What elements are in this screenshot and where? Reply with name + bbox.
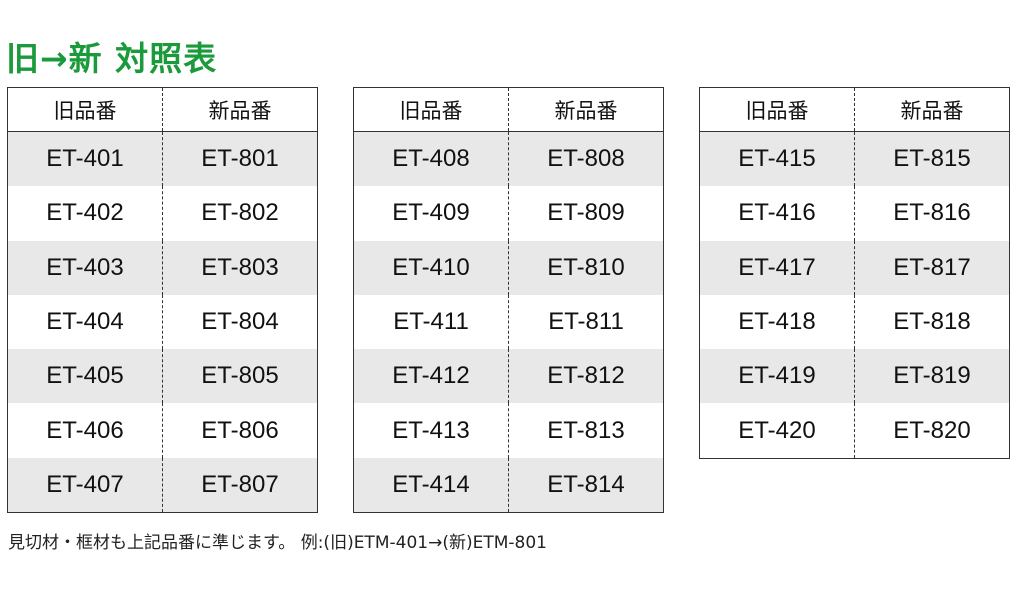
table-row: ET-414 ET-814 — [354, 457, 663, 513]
old-part-number: ET-402 — [8, 186, 163, 241]
comparison-table: 旧品番 新品番 ET-401 ET-801 ET-402 ET-802 ET-403 ET-8… — [7, 87, 318, 514]
new-part-number: ET-820 — [893, 416, 971, 444]
comparison-table: 旧品番 新品番 ET-408 ET-808 ET-409 ET-809 ET-410 ET-8… — [353, 87, 664, 514]
header-new: 新品番 — [554, 98, 618, 123]
old-part-number: ET-419 — [700, 349, 855, 404]
old-part-number: ET-409 — [354, 186, 509, 241]
new-part-number: ET-818 — [893, 308, 971, 336]
new-part-number: ET-814 — [547, 470, 625, 498]
header-old: 旧品番 — [8, 88, 163, 131]
new-part-number: ET-809 — [547, 199, 625, 227]
header-old: 旧品番 — [700, 88, 855, 131]
new-part-number: ET-805 — [201, 362, 279, 390]
old-part-number: ET-416 — [700, 186, 855, 241]
table-row: ET-403 ET-803 — [8, 240, 317, 295]
new-part-number: ET-808 — [547, 145, 625, 173]
old-part-number: ET-420 — [700, 403, 855, 458]
table-row: ET-402 ET-802 — [8, 186, 317, 241]
old-part-number: ET-418 — [700, 294, 855, 350]
table-header: 旧品番 新品番 — [700, 88, 1009, 132]
table-row: ET-405 ET-805 — [8, 349, 317, 404]
table-row: ET-406 ET-806 — [8, 403, 317, 458]
table-row: ET-401 ET-801 — [8, 132, 317, 187]
table-row: ET-409 ET-809 — [354, 186, 663, 241]
new-part-number: ET-807 — [201, 470, 279, 498]
new-part-number: ET-811 — [548, 308, 624, 336]
table-row: ET-419 ET-819 — [700, 349, 1009, 404]
table-row: ET-420 ET-820 — [700, 403, 1009, 458]
table-header: 旧品番 新品番 — [8, 88, 317, 132]
table-row: ET-416 ET-816 — [700, 186, 1009, 241]
old-part-number: ET-415 — [700, 132, 855, 187]
old-part-number: ET-410 — [354, 240, 509, 295]
footnote: 見切材・框材も上記品番に準じます。 例:(旧)ETM-401→(新)ETM-80… — [8, 533, 547, 553]
old-part-number: ET-406 — [8, 403, 163, 458]
new-part-number: ET-802 — [201, 199, 279, 227]
table-row: ET-404 ET-804 — [8, 294, 317, 350]
table-row: ET-417 ET-817 — [700, 240, 1009, 295]
table-row: ET-412 ET-812 — [354, 349, 663, 404]
comparison-table: 旧品番 新品番 ET-415 ET-815 ET-416 ET-816 ET-417 ET-8… — [699, 87, 1010, 459]
header-old: 旧品番 — [354, 88, 509, 131]
table-row: ET-418 ET-818 — [700, 294, 1009, 350]
page-title: 旧→新 対照表 — [6, 39, 218, 78]
new-part-number: ET-815 — [893, 145, 971, 173]
old-part-number: ET-412 — [354, 349, 509, 404]
table-row: ET-410 ET-810 — [354, 240, 663, 295]
new-part-number: ET-810 — [547, 253, 625, 281]
table-row: ET-407 ET-807 — [8, 457, 317, 513]
old-part-number: ET-411 — [354, 294, 509, 350]
old-part-number: ET-407 — [8, 457, 163, 513]
old-part-number: ET-401 — [8, 132, 163, 187]
old-part-number: ET-404 — [8, 294, 163, 350]
table-row: ET-413 ET-813 — [354, 403, 663, 458]
new-part-number: ET-816 — [893, 199, 971, 227]
old-part-number: ET-403 — [8, 240, 163, 295]
table-row: ET-408 ET-808 — [354, 132, 663, 187]
new-part-number: ET-806 — [201, 416, 279, 444]
old-part-number: ET-408 — [354, 132, 509, 187]
old-part-number: ET-413 — [354, 403, 509, 458]
table-row: ET-411 ET-811 — [354, 294, 663, 350]
new-part-number: ET-819 — [893, 362, 971, 390]
old-part-number: ET-414 — [354, 457, 509, 513]
old-part-number: ET-405 — [8, 349, 163, 404]
new-part-number: ET-801 — [201, 145, 279, 173]
new-part-number: ET-804 — [201, 308, 279, 336]
table-header: 旧品番 新品番 — [354, 88, 663, 132]
new-part-number: ET-813 — [547, 416, 625, 444]
new-part-number: ET-803 — [201, 253, 279, 281]
new-part-number: ET-817 — [893, 253, 971, 281]
new-part-number: ET-812 — [547, 362, 625, 390]
table-row: ET-415 ET-815 — [700, 132, 1009, 187]
old-part-number: ET-417 — [700, 240, 855, 295]
header-new: 新品番 — [208, 98, 272, 123]
header-new: 新品番 — [900, 98, 964, 123]
